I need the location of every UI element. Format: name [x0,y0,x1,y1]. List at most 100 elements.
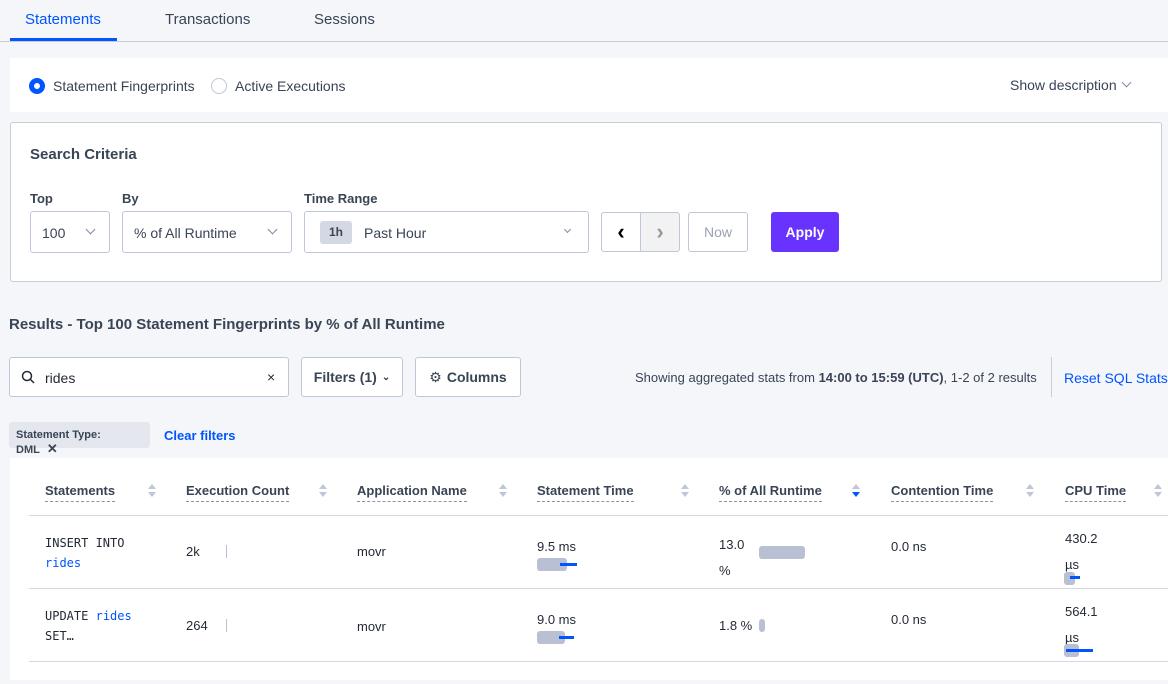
by-value: % of All Runtime [134,225,237,241]
column-header-application-name[interactable]: Application Name [357,483,467,502]
results-summary: Showing aggregated stats from 14:00 to 1… [635,370,1037,385]
chevron-down-icon: ⌄ [381,371,391,383]
apply-button[interactable]: Apply [771,212,839,252]
filter-chip-label: Statement Type: DML [16,429,101,456]
clear-filters-link[interactable]: Clear filters [164,428,236,443]
cpu-time: 430.2 µs [1065,531,1098,572]
columns-button[interactable]: ⚙ Columns [415,357,521,397]
statement-text: INSERT INTO [45,536,125,550]
tab-transactions[interactable]: Transactions [165,11,251,28]
statement-link[interactable]: rides [95,609,132,623]
search-value: rides [45,370,76,386]
contention-time: 0.0 ns [891,612,927,627]
remove-filter-icon[interactable]: ✕ [46,441,58,456]
column-header-cpu-time[interactable]: CPU Time [1065,483,1127,502]
next-time-button[interactable]: › [640,212,680,252]
statement-time: 9.0 ms [537,612,577,627]
execution-count-bar [226,545,227,558]
top-select[interactable]: 100 [30,211,110,253]
gear-icon: ⚙ [429,368,442,385]
row-divider [29,588,1168,589]
filters-button[interactable]: Filters (1) ⌄ [301,357,403,397]
runtime-pct-bar [759,546,805,559]
sort-icon[interactable] [1154,484,1162,498]
search-criteria-title: Search Criteria [30,146,137,163]
tab-sessions[interactable]: Sessions [314,11,375,28]
statement-time-deviation [559,636,574,639]
radio-statement-fingerprints[interactable] [29,78,45,94]
sort-icon[interactable] [148,484,156,498]
column-header-statements[interactable]: Statements [45,483,116,502]
time-range-badge: 1h [320,221,352,244]
execution-count: 2k [186,544,200,559]
sort-icon[interactable] [1026,484,1034,498]
runtime-pct: 13.0 % [719,537,745,578]
tab-bar: Statements Transactions Sessions [0,0,1168,42]
view-toggle-card: Statement Fingerprints Active Executions… [10,58,1168,112]
header-divider [29,515,1168,516]
cpu-time-bar [1064,572,1075,585]
previous-time-button[interactable]: ‹ [601,212,641,252]
filter-chip: Statement Type: DML ✕ [9,422,150,456]
execution-count: 264 [186,618,208,633]
column-header-contention-time[interactable]: Contention Time [891,483,994,502]
filters-label: Filters (1) [313,369,377,385]
reset-sql-stats-link[interactable]: Reset SQL Stats [1064,370,1168,386]
active-tab-indicator [10,38,117,41]
summary-suffix: , 1-2 of 2 results [943,370,1037,385]
top-label: Top [30,191,53,206]
time-range-select[interactable]: 1h Past Hour [304,211,589,253]
summary-range: 14:00 to 15:59 (UTC) [818,370,944,385]
search-criteria-card: Search Criteria Top 100 By % of All Runt… [10,122,1162,282]
sort-icon[interactable] [681,484,689,498]
statement-time: 9.5 ms [537,539,577,554]
runtime-pct: 1.8 % [719,618,753,633]
statement-cell[interactable]: INSERT INTO rides [45,533,124,573]
summary-prefix: Showing aggregated stats from [635,370,819,385]
statement-time-bar [537,631,565,644]
cpu-time: 564.1 µs [1065,604,1098,645]
divider [1051,357,1052,397]
tab-statements[interactable]: Statements [25,11,101,28]
by-select[interactable]: % of All Runtime [122,211,292,253]
search-input[interactable]: rides × [9,357,289,397]
now-button[interactable]: Now [688,212,748,252]
statements-table [10,458,1168,680]
cpu-time-deviation [1066,649,1093,652]
statement-cell[interactable]: UPDATE rides SET… [45,606,132,646]
by-label: By [122,191,139,206]
chevron-down-icon [563,225,572,234]
row-divider [29,661,1168,662]
search-icon [21,370,35,384]
sort-desc-icon[interactable] [852,484,860,498]
show-description-button[interactable]: Show description [1010,77,1117,93]
statement-text: UPDATE [45,609,89,623]
chevron-down-icon [1121,77,1132,88]
runtime-pct-bar [759,619,766,632]
chevron-down-icon [267,224,278,235]
radio-active-executions[interactable] [211,78,227,94]
cpu-time-deviation [1070,576,1080,579]
statement-link[interactable]: rides [45,556,82,570]
application-name: movr [357,619,386,634]
contention-time: 0.0 ns [891,539,927,554]
results-title: Results - Top 100 Statement Fingerprints… [9,316,445,333]
column-header-statement-time[interactable]: Statement Time [537,483,634,502]
statement-time-bar [537,558,567,571]
time-range-value: Past Hour [364,225,427,241]
radio-label: Active Executions [235,78,346,94]
sort-icon[interactable] [319,484,327,498]
column-header-execution-count[interactable]: Execution Count [186,483,290,502]
column-header-runtime-pct[interactable]: % of All Runtime [719,483,822,502]
columns-label: Columns [446,369,507,385]
sort-icon[interactable] [499,484,507,498]
time-range-label: Time Range [304,191,378,206]
application-name: movr [357,544,386,559]
clear-search-icon[interactable]: × [267,369,276,385]
chevron-down-icon [85,224,96,235]
radio-label: Statement Fingerprints [53,78,195,94]
top-value: 100 [42,225,66,241]
execution-count-bar [226,619,227,632]
statement-time-deviation [560,563,577,566]
statement-text: SET… [45,629,74,643]
